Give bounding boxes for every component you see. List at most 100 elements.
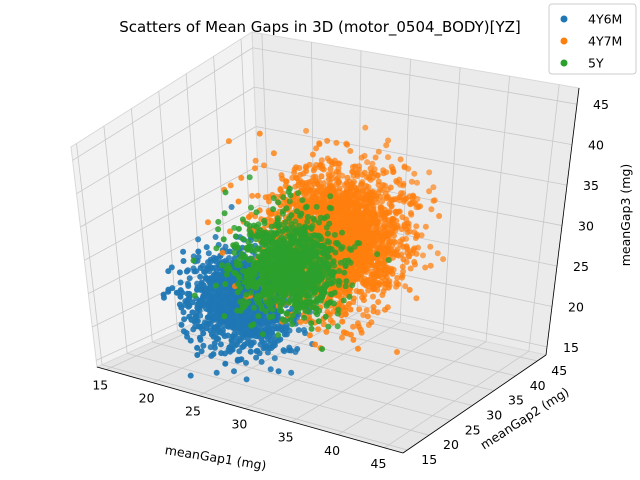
data-point bbox=[197, 336, 204, 343]
data-point bbox=[322, 313, 329, 320]
data-point bbox=[243, 376, 250, 383]
data-point bbox=[273, 315, 280, 322]
data-point bbox=[359, 294, 366, 301]
data-point bbox=[375, 178, 382, 185]
data-point bbox=[340, 190, 347, 197]
data-point bbox=[369, 271, 376, 278]
data-point bbox=[222, 360, 229, 367]
data-point bbox=[310, 304, 317, 311]
data-point bbox=[260, 345, 267, 352]
data-point bbox=[350, 323, 357, 330]
data-point bbox=[331, 231, 338, 238]
data-point bbox=[195, 248, 202, 255]
data-point bbox=[357, 212, 364, 218]
data-point bbox=[404, 220, 411, 227]
data-point bbox=[370, 203, 377, 210]
data-point bbox=[321, 272, 328, 279]
data-point bbox=[339, 318, 346, 325]
data-point bbox=[390, 216, 397, 222]
data-point bbox=[238, 174, 245, 181]
data-point bbox=[299, 181, 306, 188]
data-point bbox=[383, 142, 390, 149]
data-point bbox=[310, 215, 317, 222]
data-point bbox=[326, 204, 333, 211]
data-point bbox=[243, 291, 250, 298]
data-point bbox=[346, 245, 353, 252]
data-point bbox=[331, 157, 338, 164]
data-point bbox=[215, 322, 222, 329]
data-point bbox=[280, 194, 287, 201]
data-point bbox=[414, 179, 420, 186]
data-point bbox=[342, 283, 349, 290]
data-point bbox=[348, 196, 355, 203]
data-point bbox=[212, 282, 219, 289]
data-point bbox=[204, 266, 211, 273]
data-point bbox=[386, 209, 393, 216]
data-point bbox=[288, 212, 295, 219]
data-point bbox=[371, 235, 378, 242]
data-point bbox=[205, 250, 212, 257]
data-point bbox=[228, 317, 235, 323]
data-point bbox=[311, 209, 318, 216]
data-point bbox=[258, 239, 265, 246]
data-point bbox=[390, 254, 396, 261]
data-point bbox=[315, 318, 322, 325]
data-point bbox=[311, 165, 318, 172]
data-point bbox=[210, 351, 217, 358]
data-point bbox=[407, 265, 414, 272]
data-point bbox=[343, 278, 350, 285]
data-point bbox=[334, 310, 341, 317]
data-point bbox=[217, 341, 224, 348]
data-point bbox=[390, 266, 397, 273]
data-point bbox=[339, 334, 345, 341]
data-point bbox=[315, 326, 322, 333]
data-point bbox=[180, 258, 187, 264]
data-point bbox=[364, 223, 370, 230]
data-point bbox=[222, 189, 229, 196]
data-point bbox=[243, 359, 249, 366]
data-point bbox=[227, 182, 234, 189]
data-point bbox=[377, 203, 384, 210]
data-point bbox=[235, 225, 242, 232]
data-point bbox=[353, 202, 360, 209]
data-point bbox=[356, 306, 363, 313]
data-point bbox=[199, 262, 206, 269]
data-point bbox=[351, 216, 357, 222]
data-point bbox=[187, 337, 194, 344]
grid-line bbox=[485, 76, 511, 342]
data-point bbox=[328, 175, 335, 182]
data-point bbox=[356, 218, 363, 225]
data-point bbox=[246, 174, 253, 181]
data-point bbox=[374, 172, 381, 179]
data-point bbox=[212, 313, 219, 320]
data-point bbox=[394, 349, 400, 355]
data-point bbox=[250, 304, 257, 311]
data-point bbox=[397, 181, 404, 188]
data-point bbox=[224, 323, 231, 330]
data-point bbox=[259, 339, 266, 345]
data-point bbox=[385, 238, 392, 245]
data-point bbox=[351, 178, 357, 185]
data-point bbox=[270, 195, 277, 202]
data-point bbox=[225, 138, 232, 145]
data-point bbox=[413, 204, 420, 211]
data-point bbox=[224, 305, 231, 312]
data-point bbox=[255, 313, 262, 320]
data-point bbox=[218, 262, 225, 269]
data-point bbox=[244, 283, 251, 290]
data-point bbox=[246, 231, 253, 238]
data-point bbox=[256, 246, 263, 253]
data-point bbox=[336, 268, 342, 274]
data-point bbox=[254, 192, 261, 199]
data-point bbox=[356, 163, 363, 170]
data-point bbox=[379, 198, 386, 205]
data-point bbox=[299, 197, 306, 204]
grid-line bbox=[101, 364, 408, 451]
grid-line bbox=[177, 330, 473, 406]
data-point bbox=[255, 253, 262, 260]
data-point bbox=[226, 265, 233, 272]
data-point bbox=[340, 208, 346, 215]
data-point bbox=[426, 188, 433, 195]
grid-line bbox=[80, 126, 257, 228]
data-point bbox=[359, 187, 366, 194]
